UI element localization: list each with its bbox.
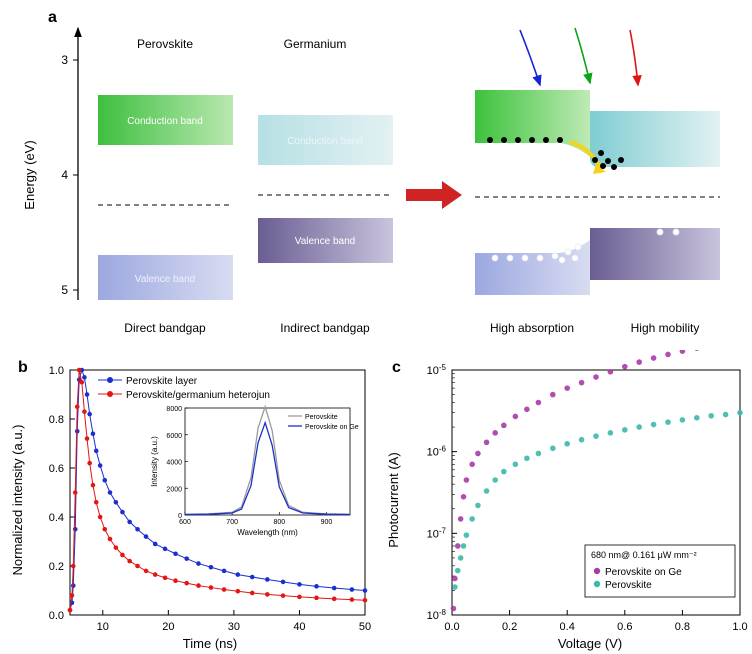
svg-text:20: 20: [162, 621, 174, 633]
panel-a-label: a: [48, 9, 57, 26]
germ-vb-label: Valence band: [295, 236, 355, 247]
panel-b: b 10 20 30 40 50 0.0 0.2 0.4 0.6 0.8 1.0 Perovskit…: [0, 350, 380, 654]
col-germanium: Germanium: [284, 37, 347, 51]
svg-text:5: 5: [61, 283, 68, 297]
svg-text:10: 10: [97, 621, 109, 633]
svg-text:800: 800: [273, 519, 285, 526]
svg-text:40: 40: [293, 621, 305, 633]
panel-c-ylabel: Photocurrent (A): [386, 452, 401, 547]
germ-cb-label: Conduction band: [287, 136, 363, 147]
perov-cb-label: Conduction band: [127, 116, 203, 127]
svg-text:8000: 8000: [166, 406, 182, 413]
svg-text:0.2: 0.2: [49, 561, 64, 573]
svg-text:0.4: 0.4: [560, 621, 575, 633]
svg-text:680 nm@ 0.161 μW mm⁻²: 680 nm@ 0.161 μW mm⁻²: [591, 550, 697, 560]
svg-text:30: 30: [228, 621, 240, 633]
svg-text:0.4: 0.4: [49, 512, 64, 524]
svg-text:4: 4: [61, 168, 68, 182]
panel-a: a 3 4 5 Energy (eV) Perovskite Germanium C…: [0, 0, 752, 350]
svg-text:0.6: 0.6: [617, 621, 632, 633]
svg-text:Wavelength (nm): Wavelength (nm): [237, 528, 298, 537]
svg-text:0.0: 0.0: [49, 610, 64, 622]
svg-text:900: 900: [321, 519, 333, 526]
svg-text:10-5: 10-5: [427, 363, 447, 378]
panel-b-ylabel: Normalized intensity (a.u.): [10, 425, 25, 576]
big-arrow-icon: [406, 181, 462, 209]
svg-text:50: 50: [359, 621, 371, 633]
svg-text:10-6: 10-6: [427, 444, 447, 459]
panel-c: c 0.0 0.2 0.4 0.6 0.8 1.0 10-8 10-7 10-6 10-5 680…: [380, 350, 752, 654]
svg-text:Perovskite on Ge: Perovskite on Ge: [305, 424, 359, 431]
svg-text:0.8: 0.8: [49, 414, 64, 426]
svg-text:6000: 6000: [166, 433, 182, 440]
panel-a-yticks: 3 4 5: [61, 53, 78, 297]
panel-c-label: c: [392, 359, 401, 376]
svg-text:1.0: 1.0: [732, 621, 747, 633]
bottom-label-2: High absorption: [490, 321, 574, 335]
svg-text:0.8: 0.8: [675, 621, 690, 633]
panel-a-ylabel: Energy (eV): [22, 140, 37, 209]
bottom-label-0: Direct bandgap: [124, 321, 206, 335]
svg-text:0.0: 0.0: [444, 621, 459, 633]
svg-text:Perovskite: Perovskite: [605, 580, 652, 591]
svg-text:Perovskite layer: Perovskite layer: [126, 376, 198, 387]
col-perovskite: Perovskite: [137, 37, 193, 51]
svg-text:10-8: 10-8: [427, 608, 447, 623]
svg-text:3: 3: [61, 53, 68, 67]
svg-text:Perovskite on Ge: Perovskite on Ge: [605, 567, 682, 578]
svg-text:2000: 2000: [166, 486, 182, 493]
svg-text:600: 600: [179, 519, 191, 526]
svg-text:Intensity (a.u.): Intensity (a.u.): [150, 436, 159, 487]
svg-text:0: 0: [178, 513, 182, 520]
svg-text:Perovskite: Perovskite: [305, 414, 338, 421]
svg-text:4000: 4000: [166, 460, 182, 467]
svg-text:10-7: 10-7: [427, 526, 447, 541]
svg-text:Perovskite/germanium heterojun: Perovskite/germanium heterojun: [126, 390, 270, 401]
panel-c-xlabel: Voltage (V): [558, 636, 622, 651]
svg-text:0.2: 0.2: [502, 621, 517, 633]
bottom-label-3: High mobility: [631, 321, 700, 335]
panel-b-label: b: [18, 359, 28, 376]
panel-b-xlabel: Time (ns): [183, 636, 237, 651]
perov-vb-label: Valence band: [135, 274, 195, 285]
svg-text:0.6: 0.6: [49, 463, 64, 475]
svg-text:1.0: 1.0: [49, 365, 64, 377]
svg-text:700: 700: [226, 519, 238, 526]
bottom-label-1: Indirect bandgap: [280, 321, 370, 335]
